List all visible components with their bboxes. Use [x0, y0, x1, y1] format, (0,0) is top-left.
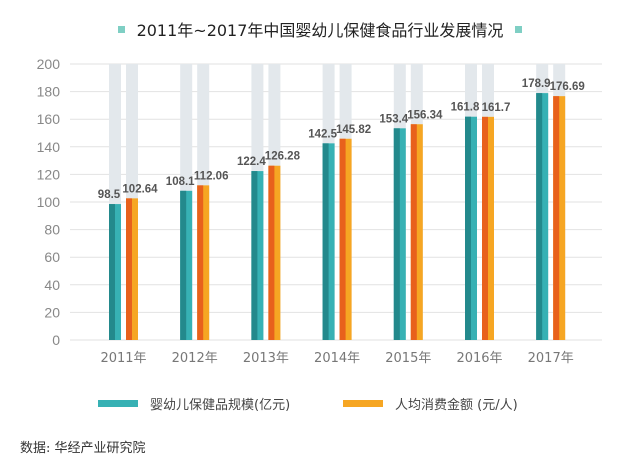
chart-title-text: 2011年~2017年中国婴幼儿保健食品行业发展情况 — [136, 21, 504, 40]
legend-swatch-per-capita — [343, 400, 383, 407]
data-label: 142.5 — [308, 128, 337, 140]
x-tick-label: 2012年 — [172, 351, 218, 366]
data-label: 112.06 — [194, 170, 229, 182]
bar-shade — [393, 128, 400, 340]
x-tick-label: 2015年 — [385, 351, 431, 366]
chart-title: 2011年~2017年中国婴幼儿保健食品行业发展情况 — [0, 17, 640, 41]
x-tick-label: 2014年 — [314, 351, 360, 366]
x-tick-label: 2017年 — [528, 351, 574, 366]
bar-shade — [109, 204, 115, 340]
bar-shade — [536, 93, 543, 340]
data-source: 数据: 华经产业研究院 — [20, 441, 146, 456]
y-tick-label: 60 — [44, 249, 60, 265]
data-label: 161.7 — [482, 102, 511, 114]
bar-shade — [180, 190, 187, 340]
y-tick-label: 100 — [37, 194, 61, 210]
legend-swatch-scale — [98, 400, 138, 407]
y-tick-label: 40 — [44, 277, 60, 293]
title-marker-left — [117, 26, 125, 33]
bar-shade — [126, 198, 132, 340]
data-label: 108.1 — [166, 176, 195, 188]
data-label: 178.9 — [522, 78, 551, 90]
y-tick-label: 120 — [37, 166, 61, 182]
data-label: 102.64 — [122, 183, 158, 195]
data-label: 176.69 — [550, 81, 585, 93]
legend-label-scale: 婴幼儿保健品规模(亿元) — [150, 398, 291, 413]
y-tick-label: 160 — [37, 111, 61, 127]
data-label: 153.4 — [379, 113, 408, 125]
x-tick-label: 2013年 — [243, 351, 289, 366]
legend-item-per-capita: 人均消费金额 (元/人) — [343, 394, 518, 413]
bar-shade — [251, 171, 258, 340]
bar-shade — [465, 116, 471, 340]
y-tick-label: 180 — [37, 84, 61, 100]
data-label: 156.34 — [407, 109, 443, 121]
bar-shade — [410, 124, 417, 341]
legend: 婴幼儿保健品规模(亿元) 人均消费金额 (元/人) — [0, 394, 640, 414]
x-tick-label: 2011年 — [100, 351, 146, 366]
bar-shade — [482, 116, 488, 340]
data-label: 126.28 — [265, 151, 301, 163]
bar-shade — [553, 96, 560, 340]
y-tick-label: 200 — [37, 56, 61, 72]
x-tick-label: 2016年 — [456, 351, 502, 366]
legend-label-per-capita: 人均消费金额 (元/人) — [395, 398, 518, 413]
data-label: 122.4 — [237, 156, 266, 168]
y-tick-label: 80 — [44, 222, 60, 238]
bar-shade — [197, 185, 204, 340]
y-tick-label: 20 — [44, 304, 60, 320]
data-label: 161.8 — [451, 102, 480, 114]
legend-item-scale: 婴幼儿保健品规模(亿元) — [98, 394, 290, 413]
title-marker-right — [515, 26, 523, 33]
bar-shade — [339, 138, 346, 340]
y-tick-label: 0 — [52, 332, 60, 348]
bar-shade — [268, 165, 275, 340]
data-label: 98.5 — [98, 189, 121, 201]
y-tick-label: 140 — [37, 139, 61, 155]
data-label: 145.82 — [336, 124, 371, 136]
bar-shade — [322, 143, 329, 340]
